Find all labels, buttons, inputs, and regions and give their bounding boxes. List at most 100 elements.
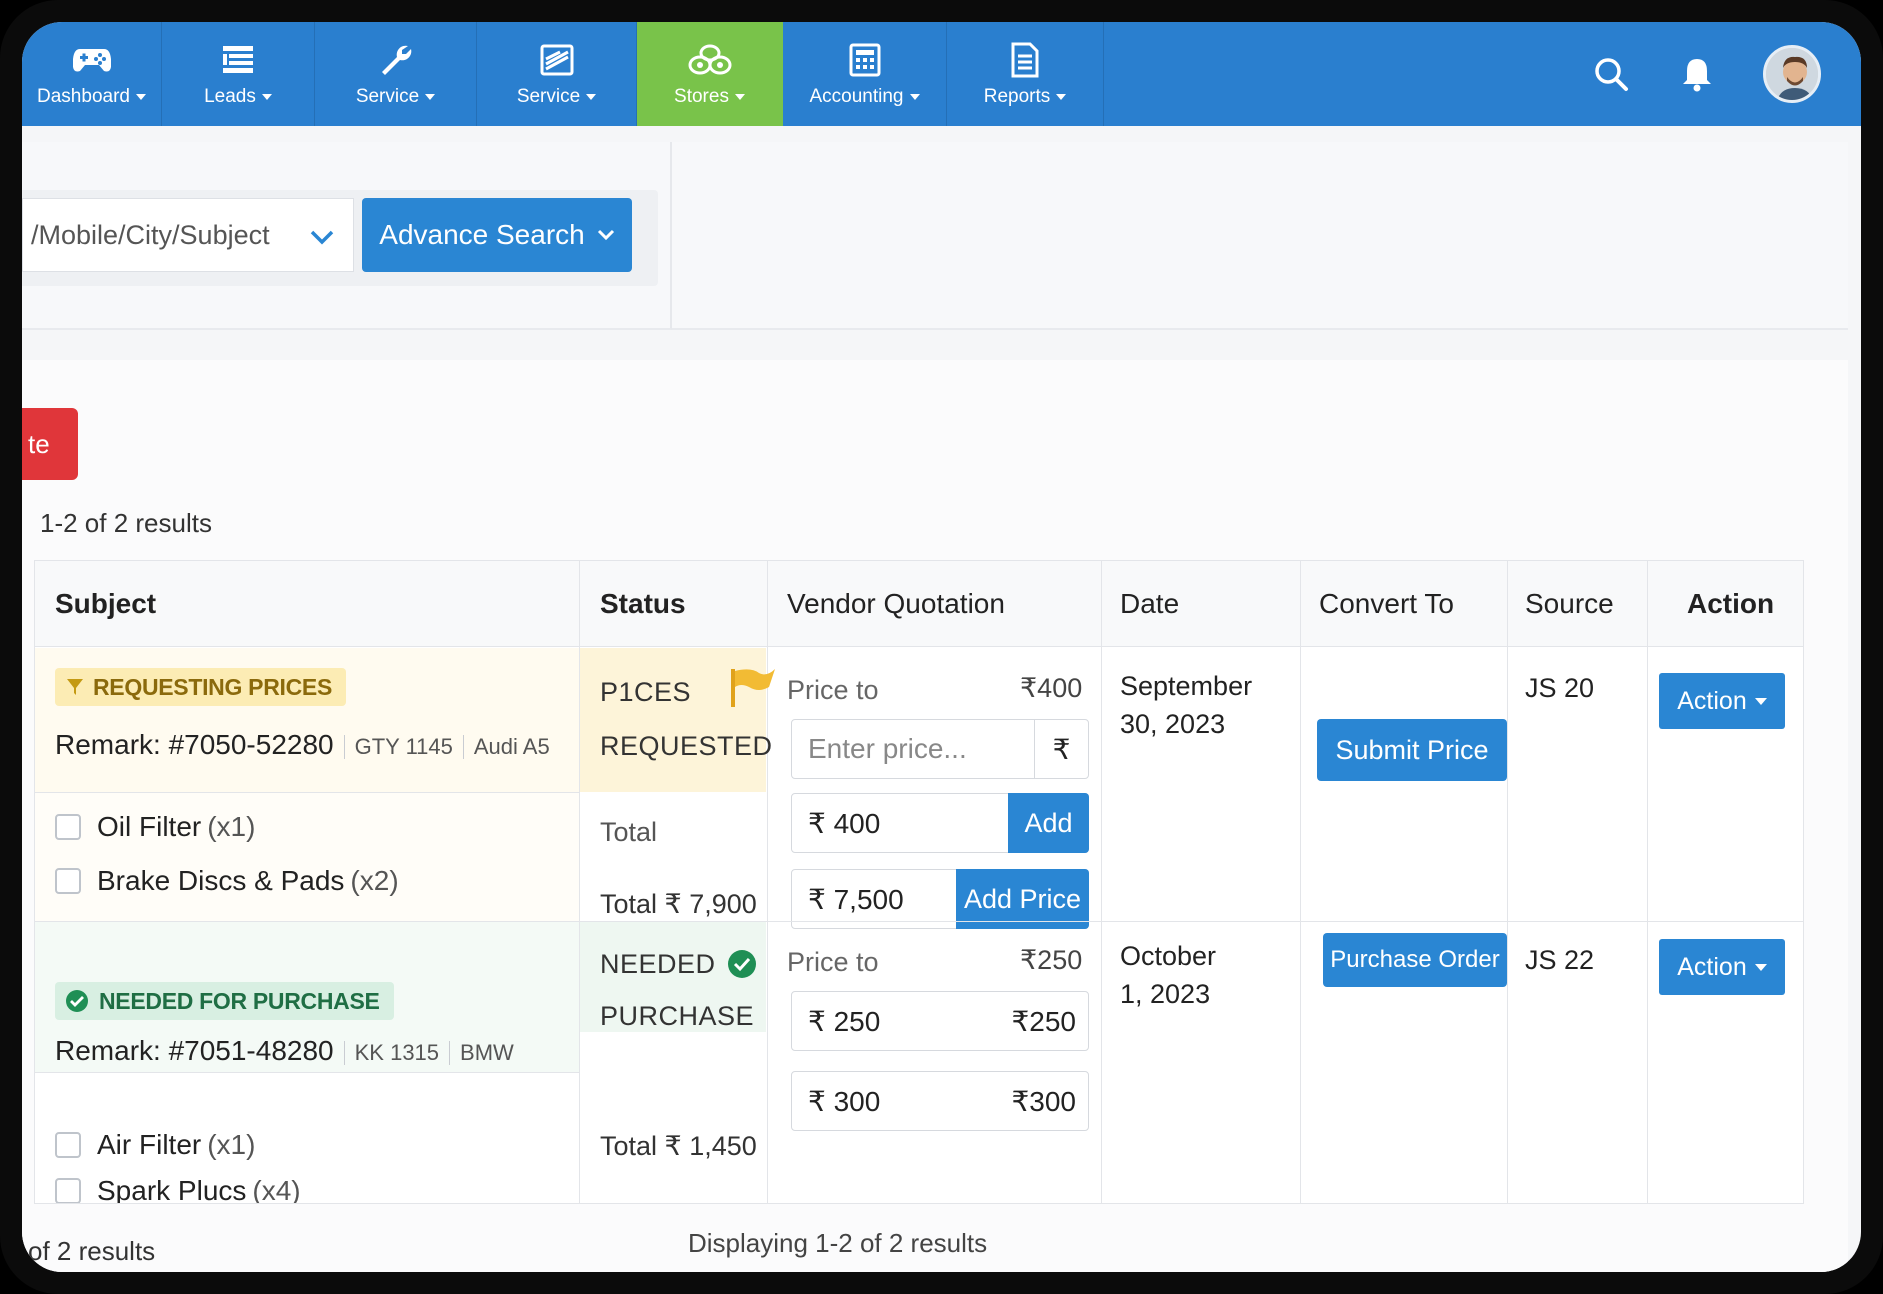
header-convert-to[interactable]: Convert To: [1319, 588, 1454, 619]
advance-search-button[interactable]: Advance Search: [362, 198, 632, 272]
nav-label-service: Service: [355, 86, 420, 107]
add-button[interactable]: Add: [1008, 793, 1089, 853]
item-checkbox[interactable]: [55, 1132, 81, 1158]
column-divider: [1647, 561, 1648, 1203]
header-date[interactable]: Date: [1120, 588, 1180, 619]
search-field-value: /Mobile/City/Subject: [31, 219, 270, 250]
check-circle-icon: [65, 989, 89, 1013]
date-cell: October 1, 2023: [1120, 937, 1216, 1013]
vehicle-model: Audi A5: [473, 734, 550, 759]
table-header: Subject Status Vendor Quotation Date Con…: [35, 561, 1803, 647]
header-source[interactable]: Source: [1525, 588, 1614, 619]
remark-line: Remark: #7051-48280 KK 1315 BMW: [55, 1035, 514, 1067]
price-amount-field[interactable]: ₹ 300 ₹300: [791, 1071, 1089, 1131]
price-amount-total: ₹300: [1011, 1085, 1076, 1117]
price-to-value: ₹400: [1020, 673, 1083, 703]
column-divider: [767, 561, 768, 1203]
source-cell: JS 22: [1525, 945, 1595, 975]
remark-line: Remark: #7050-52280 GTY 1145 Audi A5: [55, 729, 550, 761]
nav-label-accounting: Accounting: [809, 86, 904, 107]
item-qty: (x1): [207, 1129, 256, 1160]
nav-item-stores[interactable]: Stores: [637, 22, 783, 126]
nav-item-service-2[interactable]: Service: [477, 22, 637, 126]
action-label: Action: [1677, 952, 1747, 981]
date-line-1: October: [1120, 941, 1217, 971]
check-circle-icon: [727, 949, 757, 984]
header-status[interactable]: Status: [600, 588, 686, 619]
search-bar-wrap: /Mobile/City/Subject Advance Search: [22, 190, 658, 286]
item-checkbox[interactable]: [55, 814, 81, 840]
header-action[interactable]: Action: [1687, 588, 1775, 619]
date-cell: September 30, 2023: [1120, 667, 1252, 743]
price-to-label: Price to: [787, 675, 879, 705]
nav-item-service[interactable]: Service: [315, 22, 477, 126]
purchase-order-button[interactable]: Purchase Order: [1323, 933, 1507, 987]
gamepad-icon: [70, 40, 114, 80]
action-dropdown-button[interactable]: Action: [1659, 673, 1785, 729]
price-input[interactable]: Enter price... ₹: [791, 719, 1089, 779]
date-line-1: September: [1120, 671, 1253, 701]
search-field[interactable]: /Mobile/City/Subject: [22, 198, 354, 272]
currency-addon: ₹: [1034, 720, 1088, 778]
vehicle-number: GTY 1145: [354, 734, 453, 759]
status-line-2: REQUESTED: [600, 731, 773, 761]
status-line-1: P1CES: [600, 677, 692, 707]
total-label: Total: [600, 817, 658, 847]
layers-icon: [535, 40, 579, 80]
column-divider: [579, 561, 580, 1203]
submit-price-button[interactable]: Submit Price: [1317, 719, 1507, 781]
status-badge-label: REQUESTING PRICES: [93, 673, 332, 700]
row-divider: [35, 921, 1803, 922]
search-icon[interactable]: [1591, 54, 1631, 94]
delete-button[interactable]: te: [22, 408, 78, 480]
caret-down-icon: [1754, 697, 1767, 705]
status-highlight: [580, 922, 766, 1032]
item-name: Air Filter: [97, 1129, 202, 1160]
avatar[interactable]: [1763, 45, 1821, 103]
column-divider: [1507, 561, 1508, 1203]
nav-item-accounting[interactable]: Accounting: [783, 22, 947, 126]
divider: [343, 734, 345, 759]
header-vendor-quotation[interactable]: Vendor Quotation: [787, 588, 1005, 619]
flag-icon: [729, 665, 777, 714]
status-badge: NEEDED FOR PURCHASE: [55, 982, 394, 1020]
add-price-button[interactable]: Add Price: [956, 869, 1089, 929]
divider: [449, 1040, 451, 1065]
price-amount-value: ₹ 250: [808, 1005, 881, 1037]
wrench-icon: [374, 40, 418, 80]
nav-item-reports[interactable]: Reports: [947, 22, 1104, 126]
column-divider: [1300, 561, 1301, 1203]
advance-search-label: Advance Search: [379, 219, 585, 250]
list-item: Brake Discs & Pads (x2): [55, 865, 399, 897]
chevron-down-icon[interactable]: [309, 223, 335, 254]
status-line-1: NEEDED: [600, 949, 716, 979]
row-items-area: [35, 793, 579, 921]
delete-button-label: te: [28, 428, 50, 459]
caret-down-icon: [734, 93, 745, 100]
item-checkbox[interactable]: [55, 1178, 81, 1203]
nav-right-tools: [1591, 22, 1861, 126]
main-card: te 1-2 of 2 results Subject Status Vendo…: [22, 360, 1848, 1272]
item-qty: (x2): [350, 865, 399, 896]
top-right-panel: [672, 142, 1848, 330]
top-navigation-bar: Dashboard Leads Service Service Stores: [22, 22, 1861, 126]
list-item: Air Filter (x1): [55, 1129, 255, 1161]
bell-icon[interactable]: [1677, 54, 1717, 94]
remark-id: Remark: #7050-52280: [55, 729, 334, 760]
price-amount-field[interactable]: ₹ 250 ₹250: [791, 991, 1089, 1051]
list-icon: [216, 40, 260, 80]
total-value: Total ₹ 1,450: [600, 1131, 757, 1161]
header-subject[interactable]: Subject: [55, 588, 157, 619]
item-checkbox[interactable]: [55, 868, 81, 894]
nav-item-dashboard[interactable]: Dashboard: [22, 22, 162, 126]
action-dropdown-button[interactable]: Action: [1659, 939, 1785, 995]
remark-id: Remark: #7051-48280: [55, 1035, 334, 1066]
caret-down-icon: [425, 93, 436, 100]
total-value: Total ₹ 7,900: [600, 889, 757, 919]
price-amount-value: ₹ 400: [808, 807, 881, 839]
price-amount-value: ₹ 300: [808, 1085, 881, 1117]
divider: [462, 734, 464, 759]
results-count-top: 1-2 of 2 results: [40, 508, 212, 538]
nav-item-leads[interactable]: Leads: [162, 22, 315, 126]
